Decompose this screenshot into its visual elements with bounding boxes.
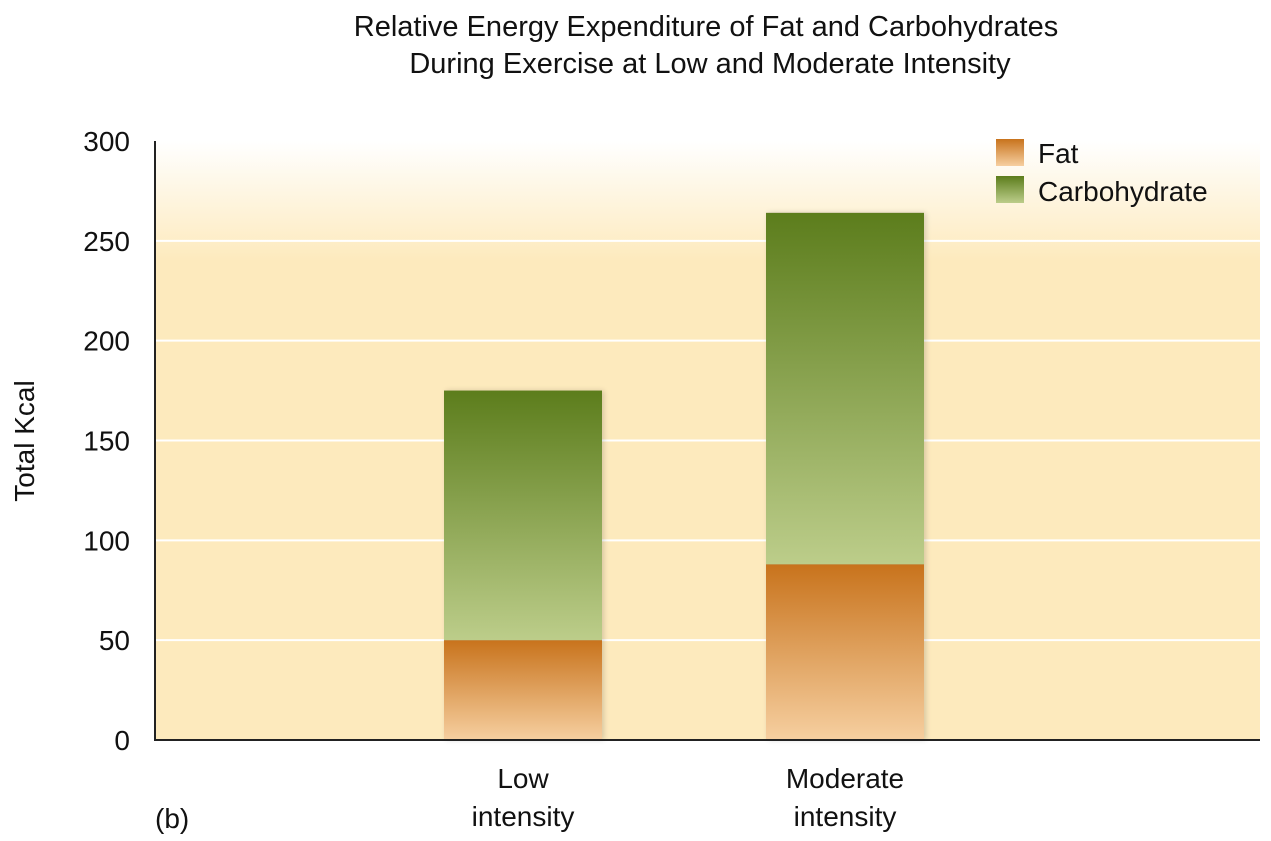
y-tick-label-200: 200 — [83, 326, 130, 357]
x-tick-label-0-1: intensity — [472, 801, 575, 832]
y-tick-label-150: 150 — [83, 426, 130, 457]
legend-swatch-fat — [996, 139, 1024, 166]
x-tick-label-0-0: Low — [497, 763, 549, 794]
gridlines — [155, 239, 1260, 642]
bar-carbohydrate-1 — [766, 212, 924, 565]
y-tick-label-0: 0 — [114, 725, 130, 756]
y-tick-label-50: 50 — [99, 625, 130, 656]
bar-fat-1 — [766, 564, 924, 740]
bar-carbohydrate-0 — [444, 390, 602, 641]
legend-label-fat: Fat — [1038, 138, 1079, 169]
x-tick-label-1-1: intensity — [794, 801, 897, 832]
legend-swatch-carbohydrate — [996, 176, 1024, 203]
panel-label: (b) — [155, 803, 189, 834]
y-tick-label-250: 250 — [83, 226, 130, 257]
y-tick-labels: 0 50 100 150 200 250 300 — [83, 126, 130, 756]
x-tick-labels: Low intensity Moderate intensity — [472, 763, 905, 832]
legend: Fat Carbohydrate — [996, 138, 1208, 207]
chart-subtitle: During Exercise at Low and Moderate Inte… — [409, 48, 1011, 80]
chart-title: Relative Energy Expenditure of Fat and C… — [354, 11, 1058, 43]
y-tick-label-300: 300 — [83, 126, 130, 157]
y-tick-label-100: 100 — [83, 525, 130, 556]
bars — [444, 212, 924, 740]
legend-label-carbohydrate: Carbohydrate — [1038, 176, 1208, 207]
bar-fat-0 — [444, 640, 602, 740]
y-axis-label: Total Kcal — [9, 380, 40, 501]
x-tick-label-1-0: Moderate — [786, 763, 904, 794]
